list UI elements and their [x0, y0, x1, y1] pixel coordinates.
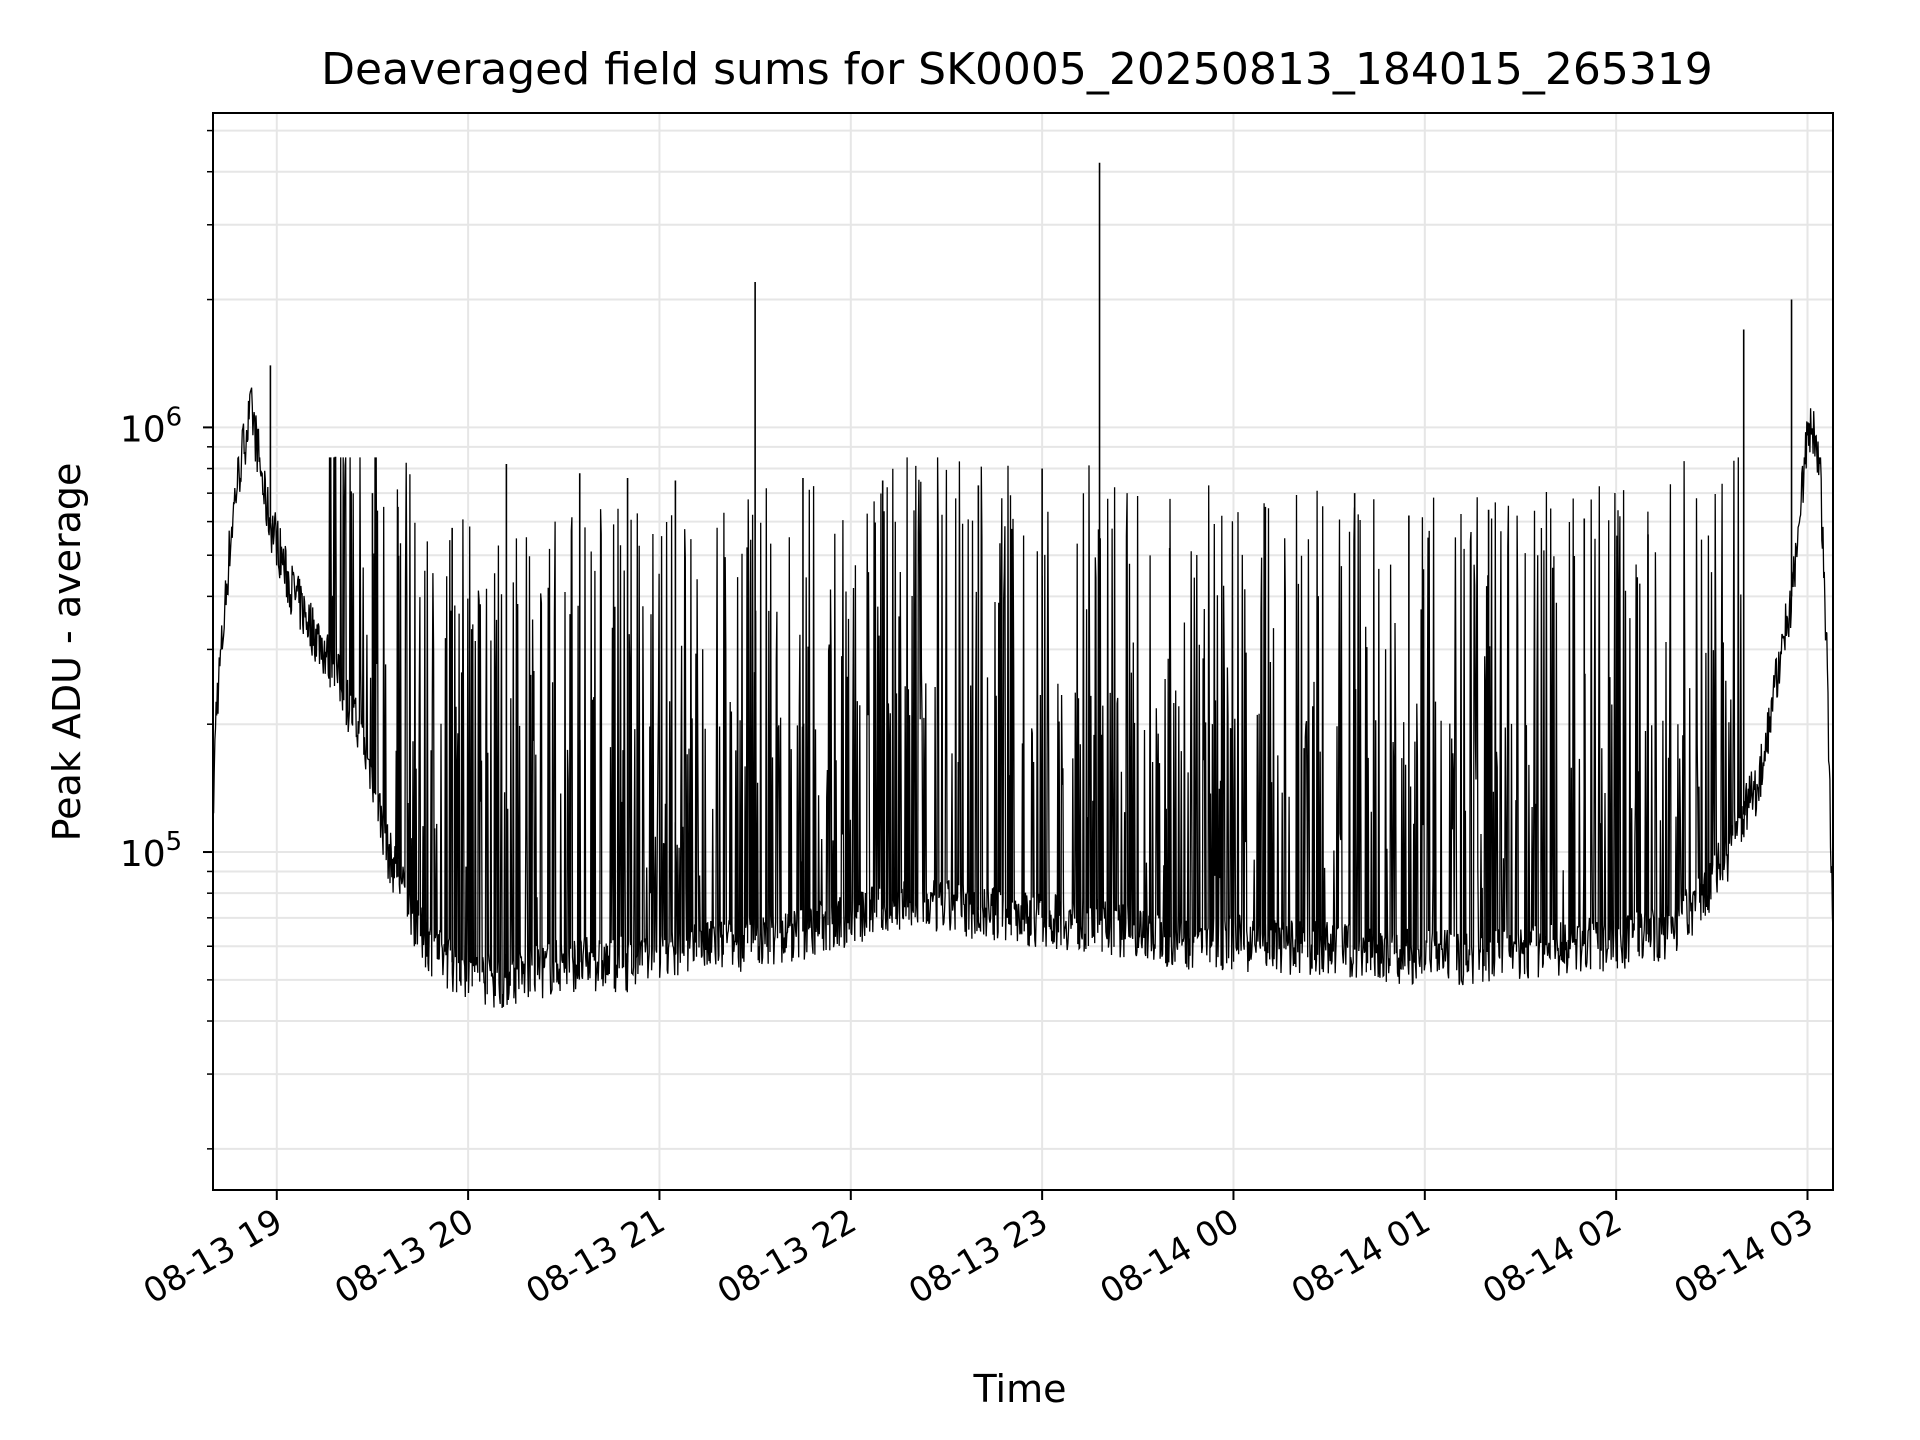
y-tick-label: 105: [120, 827, 182, 875]
y-axis-label: Peak ADU - average: [45, 463, 89, 842]
x-axis-label: Time: [973, 1367, 1067, 1411]
plot-frame: [212, 112, 1834, 1191]
series-line: [212, 162, 1834, 1009]
y-axis: 105 106: [120, 129, 213, 1150]
y-tick-label: 106: [120, 402, 182, 450]
chart-title: Deaveraged field sums for SK0005_2025081…: [321, 44, 1713, 95]
series-trace: [212, 387, 1834, 1009]
